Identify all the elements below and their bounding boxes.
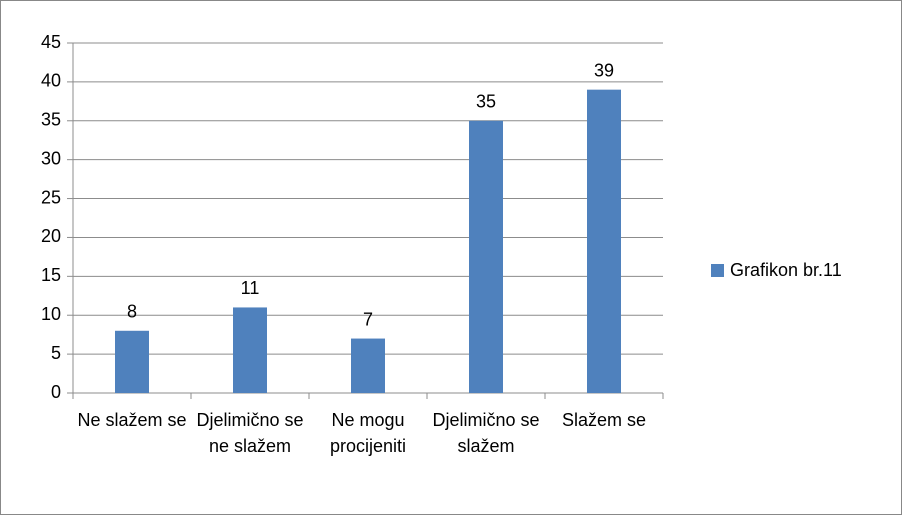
- data-label: 11: [241, 278, 260, 298]
- bar: [233, 307, 267, 393]
- data-label: 35: [476, 92, 496, 112]
- x-tick-label: Ne slažem se: [77, 410, 187, 430]
- y-tick-label: 0: [51, 382, 61, 402]
- x-tick-label: Djelimično se ne slažem: [196, 410, 304, 456]
- y-tick-label: 25: [41, 187, 61, 207]
- legend-label: Grafikon br.11: [730, 260, 842, 280]
- y-tick-label: 15: [41, 265, 61, 285]
- data-label: 8: [127, 302, 137, 322]
- y-tick-label: 40: [41, 71, 61, 91]
- y-tick-label: 5: [51, 343, 61, 363]
- x-tick-label: Slažem se: [561, 410, 647, 430]
- bar: [587, 89, 621, 394]
- x-tick-label: Djelimično se slažem: [432, 410, 540, 456]
- y-tick-label: 30: [41, 148, 61, 168]
- legend-swatch: [711, 264, 724, 277]
- bar: [351, 338, 385, 393]
- x-tick-label: Ne mogu procijeniti: [329, 410, 407, 456]
- y-tick-label: 10: [41, 304, 61, 324]
- data-label: 7: [363, 309, 373, 329]
- data-label: 39: [594, 60, 614, 80]
- bar: [115, 330, 149, 393]
- bar: [469, 120, 503, 394]
- y-tick-label: 35: [41, 110, 61, 130]
- y-tick-label: 45: [41, 32, 61, 52]
- y-tick-label: 20: [41, 226, 61, 246]
